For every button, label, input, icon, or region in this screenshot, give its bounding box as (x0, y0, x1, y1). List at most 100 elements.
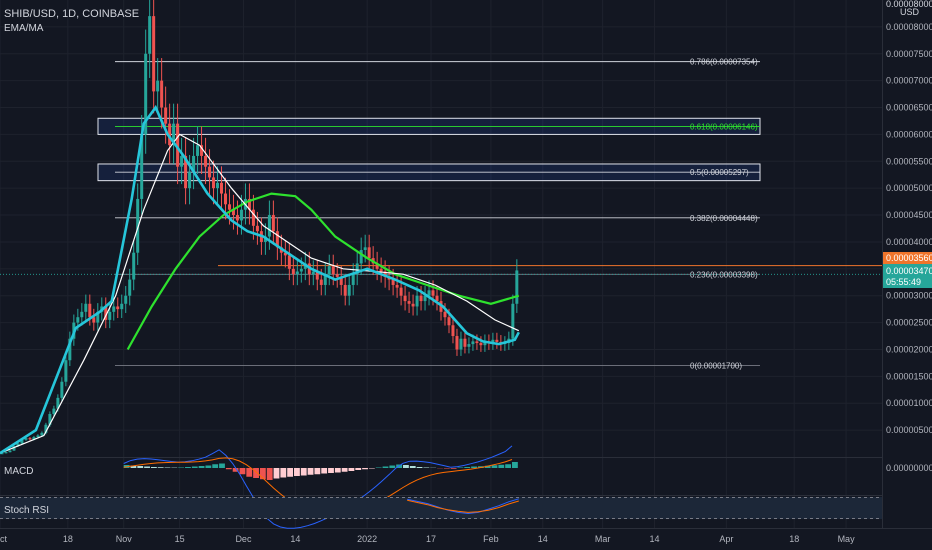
time-tick-label: Dec (235, 534, 252, 544)
candle-body (176, 123, 180, 167)
candle-body (235, 215, 239, 221)
bar-countdown: 05:55:49 (886, 277, 921, 287)
macd-bar (334, 468, 341, 473)
macd-bar (416, 467, 423, 468)
price-tick-label: 0.00001000 (886, 398, 932, 408)
price-tick-label: 0.00007500 (886, 49, 932, 59)
candle-body (140, 134, 144, 199)
candle-body (427, 290, 431, 296)
price-tick-label: 0.00004500 (886, 210, 932, 220)
candle-body (475, 341, 479, 344)
candle-body (319, 279, 323, 285)
candle-body (311, 271, 315, 275)
price-tick-label: 0.00008000 (886, 22, 932, 32)
macd-histogram (123, 462, 518, 480)
candle-body (411, 303, 415, 307)
macd-bar (225, 468, 232, 470)
last-price-badge: 0.00003560 (883, 252, 932, 264)
candle-body (188, 172, 192, 189)
time-axis[interactable]: Oct 18 Nov 15 Dec 14 2022 17 Feb 14 Mar 14 Apr 18 May (0, 534, 855, 544)
candle-body (44, 424, 48, 433)
candle-body (471, 341, 475, 345)
candle-body (128, 279, 132, 296)
candle-body (156, 80, 160, 92)
candle-body (455, 336, 459, 350)
indicator-title[interactable]: EMA/MA (4, 23, 44, 34)
candle-body (255, 225, 259, 232)
price-axis[interactable]: 0.00000500 0.00001000 0.00001500 0.00002000… (886, 22, 932, 473)
candle-body (80, 311, 84, 318)
candle-body (56, 397, 60, 409)
symbol-title[interactable]: SHIB/USD, 1D, COINBASE (4, 8, 139, 20)
candle-body (64, 360, 68, 382)
candle-body (144, 53, 148, 135)
macd-title[interactable]: MACD (4, 466, 33, 477)
price-tick-label: 0.00005000 (886, 183, 932, 193)
candle-body (212, 177, 216, 189)
candle-body (383, 271, 387, 277)
candle-body (160, 80, 164, 108)
ema-line (0, 104, 520, 455)
candlestick-series (0, 0, 519, 455)
candle-body (76, 317, 80, 323)
candle-body (447, 317, 451, 326)
macd-bar (512, 462, 518, 468)
candle-body (231, 209, 235, 216)
macd-bar (150, 467, 157, 468)
macd-bar (212, 464, 219, 468)
candle-body (511, 303, 515, 339)
candle-body (192, 155, 196, 173)
candle-body (196, 145, 200, 156)
candle-body (479, 343, 483, 346)
candle-body (168, 123, 172, 146)
candle-body (24, 438, 28, 440)
candle-body (164, 107, 168, 124)
macd-bar (471, 466, 477, 468)
macd-bar (457, 467, 464, 468)
fibonacci-retracement[interactable]: 0.786(0.00007354) 0.618(0.00006146) 0.5(0.… (115, 58, 760, 371)
candle-body (60, 381, 64, 398)
candle-body (96, 311, 100, 323)
time-tick-label: Apr (719, 534, 733, 544)
candle-body (355, 263, 359, 275)
stoch-rsi-title[interactable]: Stoch RSI (4, 505, 49, 516)
candle-body (287, 255, 291, 269)
macd-bar (205, 465, 212, 468)
candle-body (172, 123, 176, 146)
candle-body (223, 193, 227, 205)
candle-body (40, 432, 44, 436)
macd-bar (403, 465, 409, 468)
candle-body (375, 263, 379, 269)
candle-body (435, 295, 439, 302)
candle-body (124, 295, 128, 304)
time-tick-label: 2022 (357, 534, 377, 544)
candle-body (491, 339, 495, 344)
price-tick-label: 0.00006000 (886, 129, 932, 139)
macd-bar (484, 465, 491, 468)
macd-bar (130, 465, 137, 468)
candle-body (495, 339, 499, 342)
candle-body (463, 338, 467, 347)
macd-bar (259, 468, 266, 480)
macd-bar (341, 468, 348, 472)
candle-body (184, 155, 188, 189)
candle-body (216, 182, 220, 189)
ma-white-line (0, 133, 520, 454)
candle-body (515, 270, 519, 304)
candle-body (343, 284, 347, 296)
macd-bar (198, 466, 205, 468)
macd-bar (368, 468, 375, 469)
macd-bar (178, 467, 185, 468)
macd-bar (144, 466, 150, 468)
price-tick-label: 0.00004000 (886, 237, 932, 247)
time-tick-label: Oct (0, 534, 7, 544)
time-tick-label: 18 (63, 534, 73, 544)
macd-bar (294, 468, 300, 476)
macd-bar (287, 468, 294, 477)
time-tick-label: 14 (290, 534, 300, 544)
price-tick-label: 0.00007000 (886, 76, 932, 86)
macd-bar (505, 464, 512, 468)
macd-bar (464, 467, 471, 468)
time-tick-label: 14 (650, 534, 660, 544)
